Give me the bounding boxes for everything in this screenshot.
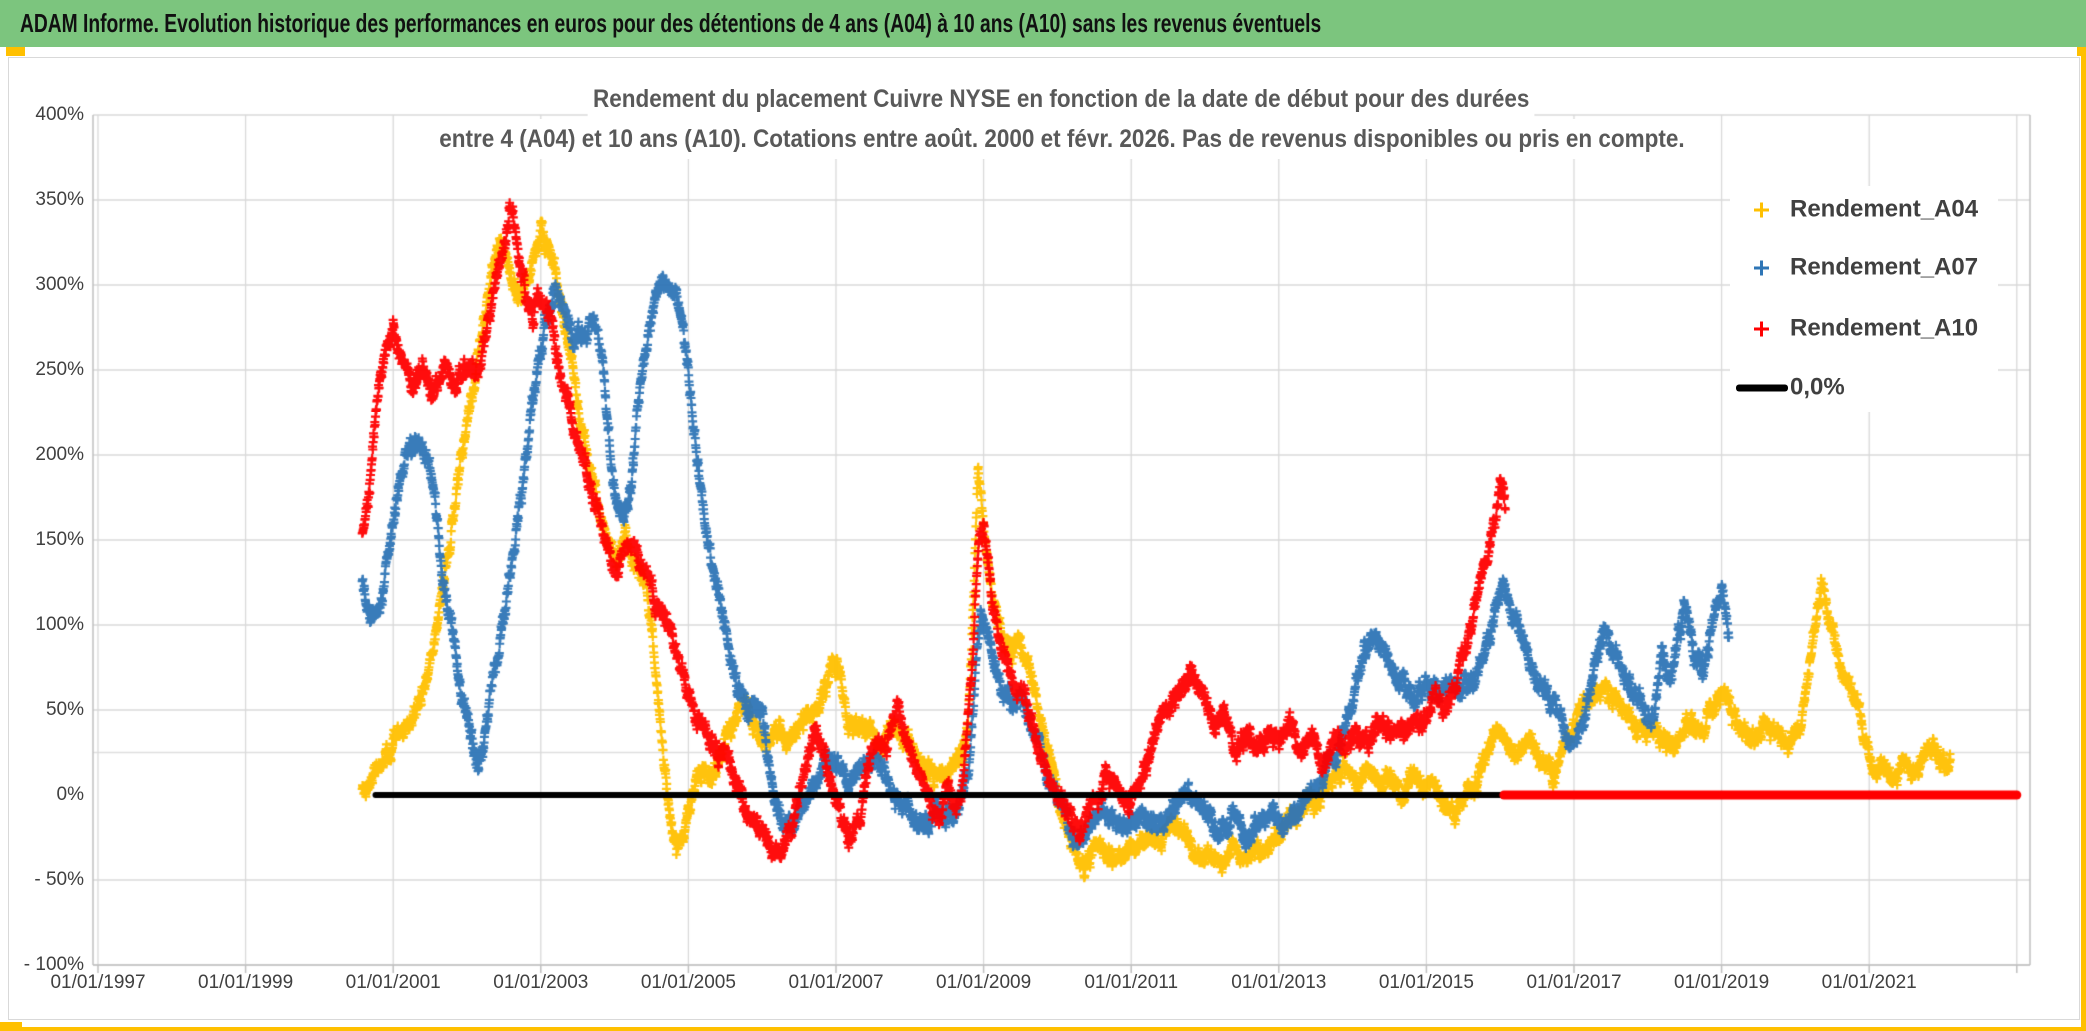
x-axis-tick-label: 01/01/2007 [788, 972, 884, 993]
plus-marker-a10-icon [1754, 321, 1769, 337]
y-axis-tick-label: 50% [45, 699, 84, 720]
x-axis-tick-label: 01/01/2009 [936, 972, 1032, 993]
y-axis-tick-label: 100% [35, 614, 84, 635]
gold-accent-top-left [6, 47, 25, 56]
y-axis-tick-label: 350% [35, 189, 84, 210]
legend-label: 0,0% [1790, 373, 1845, 401]
x-axis-tick-label: 01/01/2011 [1084, 972, 1179, 993]
gold-accent-bottom [0, 1027, 2086, 1031]
zero-line-sample-icon [1736, 384, 1788, 392]
y-axis-tick-label: 0% [56, 784, 84, 805]
legend-label: Rendement_A10 [1790, 314, 1979, 342]
legend: Rendement_A04 Rendement_A07 Rendement_A1… [1730, 186, 1998, 412]
x-axis-tick-label: 01/01/2005 [640, 972, 736, 993]
y-axis-tick-label: 250% [35, 359, 84, 380]
legend-item-zero-line: 0,0% [1730, 371, 1998, 405]
x-axis-tick-label: 01/01/2017 [1526, 972, 1622, 993]
y-axis-tick-label: 200% [35, 444, 84, 465]
y-axis-tick-label: 400% [35, 104, 84, 125]
x-axis-tick-label: 01/01/2013 [1231, 972, 1327, 993]
gold-accent-top-right [2077, 47, 2086, 56]
y-axis-tick-label: - 50% [34, 869, 84, 890]
legend-item-rendement-a04: Rendement_A04 [1730, 193, 1998, 227]
x-axis-tick-label: 01/01/2015 [1378, 972, 1474, 993]
x-axis-tick-label: 01/01/2019 [1674, 972, 1770, 993]
x-axis-tick-label: 01/01/2003 [493, 972, 589, 993]
x-axis-tick-label: 01/01/1997 [50, 972, 146, 993]
x-axis-tick-label: 01/01/1999 [198, 972, 294, 993]
legend-item-rendement-a07: Rendement_A07 [1730, 251, 1998, 285]
plus-marker-a07-icon [1754, 260, 1769, 276]
legend-item-rendement-a10: Rendement_A10 [1730, 312, 1998, 346]
y-axis-tick-label: - 100% [23, 954, 84, 975]
x-axis-tick-label: 01/01/2021 [1821, 972, 1917, 993]
plus-marker-a04-icon [1754, 202, 1769, 218]
gold-accent-right [2081, 47, 2086, 1031]
legend-label: Rendement_A04 [1790, 195, 1979, 223]
x-axis-tick-label: 01/01/2001 [345, 972, 441, 993]
y-axis-tick-label: 150% [35, 529, 84, 550]
legend-label: Rendement_A07 [1790, 253, 1979, 281]
y-axis-tick-label: 300% [35, 274, 84, 295]
gold-accent-bottom-left [0, 1022, 22, 1031]
